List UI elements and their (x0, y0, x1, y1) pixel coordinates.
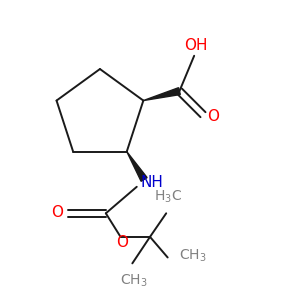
Text: CH$_3$: CH$_3$ (179, 248, 206, 264)
Polygon shape (143, 88, 180, 100)
Polygon shape (127, 152, 147, 181)
Text: O: O (207, 109, 219, 124)
Text: O: O (51, 205, 63, 220)
Text: O: O (116, 235, 128, 250)
Text: OH: OH (184, 38, 207, 53)
Text: CH$_3$: CH$_3$ (120, 272, 148, 289)
Text: NH: NH (140, 175, 163, 190)
Text: H$_3$C: H$_3$C (154, 189, 182, 205)
